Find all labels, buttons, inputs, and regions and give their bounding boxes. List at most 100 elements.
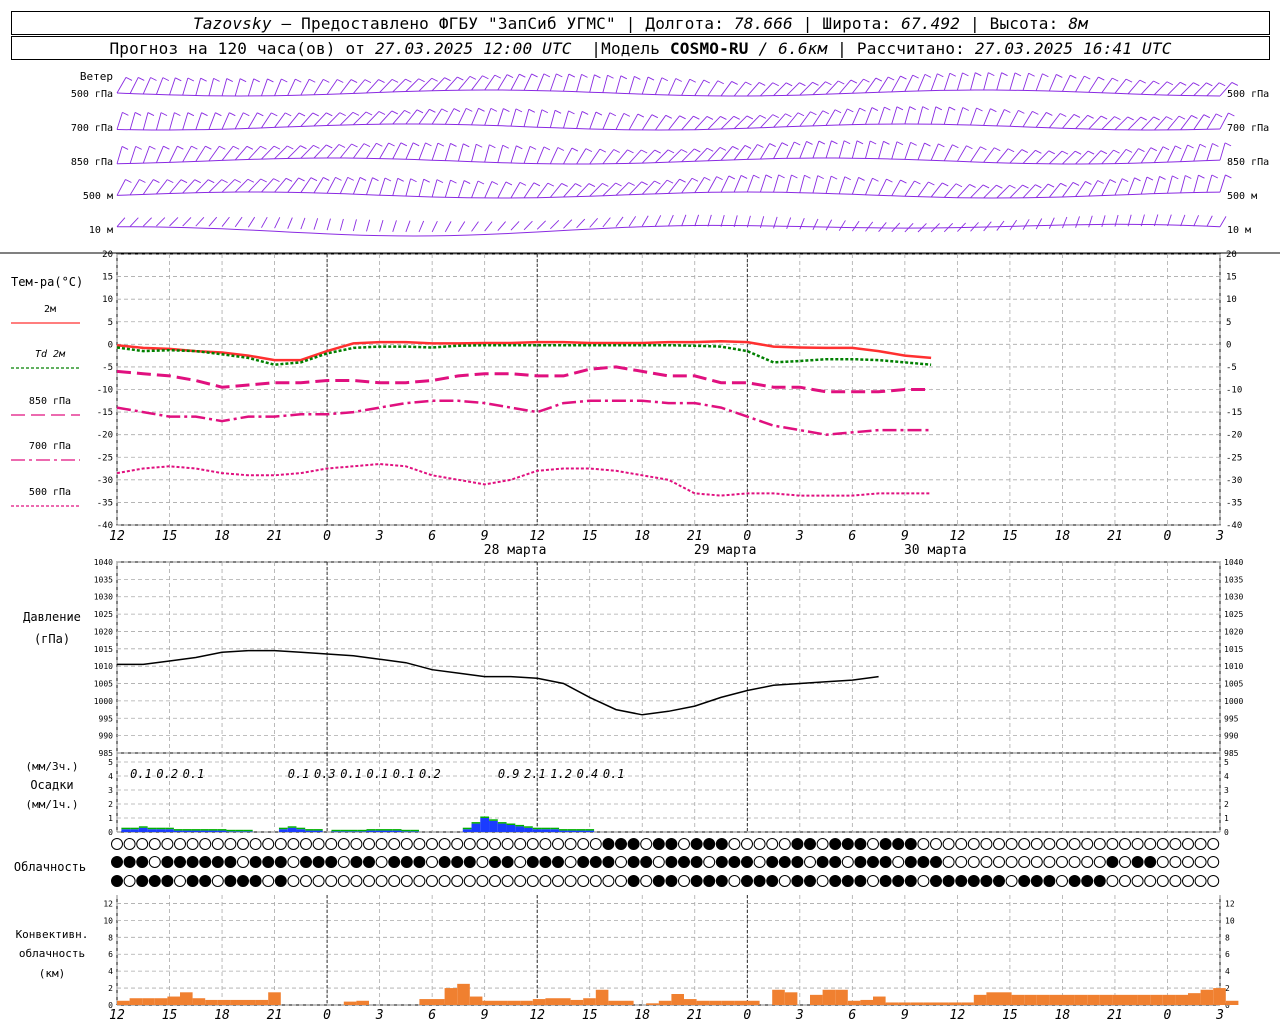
cloud-symbol xyxy=(337,875,350,887)
wind-barb xyxy=(1206,82,1220,97)
wind-barb xyxy=(1022,111,1033,128)
wind-barb xyxy=(457,108,467,125)
wind-barb-flag xyxy=(134,112,142,116)
wind-barb xyxy=(891,179,901,197)
wind-barb-flag xyxy=(205,145,212,150)
cloud-symbol xyxy=(249,875,262,887)
wind-barb-flag xyxy=(494,74,501,79)
wind-barb xyxy=(458,76,471,91)
precip-bar xyxy=(567,830,577,832)
conv-tick-right: 12 xyxy=(1225,899,1235,908)
wind-barb xyxy=(707,116,721,130)
cloud-symbol xyxy=(526,838,539,850)
wind-barb-flag xyxy=(1211,174,1219,179)
time-tick-label: 3 xyxy=(795,529,804,544)
cloud-symbol xyxy=(627,838,640,850)
wind-barb xyxy=(983,221,992,232)
cloud-symbol xyxy=(1131,856,1144,868)
wind-barb-flag xyxy=(856,140,864,145)
cloud-symbol xyxy=(451,856,464,868)
wind-barb xyxy=(576,111,583,129)
wind-barb xyxy=(799,111,811,127)
wind-barb xyxy=(1022,219,1030,230)
wind-barb xyxy=(615,149,628,164)
cloud-symbol xyxy=(1093,875,1106,887)
cloud-symbol xyxy=(337,856,350,868)
pressure-tick-right: 1020 xyxy=(1224,627,1243,636)
wind-barb xyxy=(1193,114,1205,130)
wind-barb-flag xyxy=(400,142,408,147)
wind-barb xyxy=(1022,184,1036,199)
cloud-symbol xyxy=(602,875,615,887)
conv-bar xyxy=(356,1000,369,1005)
wind-barb-flag xyxy=(720,116,727,120)
wind-barb-flag xyxy=(1028,72,1035,77)
wind-barb xyxy=(1101,179,1111,196)
wind-barb-flag xyxy=(838,80,845,85)
cloud-symbol xyxy=(514,856,527,868)
bottom-time-tick-label: 0 xyxy=(323,1008,331,1022)
wind-barb-flag xyxy=(834,109,842,114)
wind-barb-flag xyxy=(180,179,188,184)
conv-bar xyxy=(608,1000,621,1005)
wind-barb-flag xyxy=(543,73,551,78)
wind-barb-flag xyxy=(594,74,601,79)
wind-barb xyxy=(891,141,898,160)
conv-bar xyxy=(885,1002,899,1005)
wind-barb xyxy=(1075,115,1088,129)
separator: | xyxy=(969,13,980,33)
wind-barb-flag xyxy=(740,175,748,179)
cloud-symbol xyxy=(451,838,464,850)
wind-barb xyxy=(1048,183,1061,198)
cloud-symbol xyxy=(816,856,829,868)
wind-barb-flag xyxy=(924,142,931,147)
wind-barb-flag xyxy=(273,145,281,150)
conv-bar xyxy=(747,1000,760,1005)
wind-barb xyxy=(694,177,705,193)
wind-barb-flag xyxy=(174,112,181,117)
cloud-symbol xyxy=(287,875,300,887)
wind-barb xyxy=(1153,214,1159,227)
wind-barb xyxy=(444,143,451,161)
wind-barb xyxy=(326,112,341,126)
wind-barb xyxy=(865,178,873,195)
wind-barb xyxy=(221,112,230,130)
panel-label-precip: (мм/3ч.) xyxy=(26,760,79,773)
wind-barb xyxy=(431,220,438,233)
wind-barb xyxy=(957,184,970,198)
pressure-tick-right: 1025 xyxy=(1224,610,1243,619)
cloud-symbol xyxy=(1119,838,1131,850)
wind-barb-flag xyxy=(949,72,956,77)
temp-tick-left: 0 xyxy=(108,340,113,350)
wind-barb xyxy=(641,180,655,195)
wind-barb xyxy=(720,146,733,161)
wind-barb xyxy=(339,143,352,159)
pressure-tick-left: 1010 xyxy=(94,662,113,671)
pressure-tick-left: 1005 xyxy=(94,680,113,689)
wind-barb-flag xyxy=(519,73,526,78)
wind-barb-flag xyxy=(516,145,523,150)
wind-barb xyxy=(825,140,832,159)
wind-barb xyxy=(1140,214,1145,227)
wind-barb-flag xyxy=(1087,114,1094,119)
cloud-symbol xyxy=(728,856,741,868)
cloud-symbol xyxy=(337,838,350,850)
wind-barb xyxy=(261,145,275,160)
conv-bar xyxy=(495,1000,508,1005)
wind-barb xyxy=(392,78,406,93)
cloud-symbol xyxy=(274,838,287,850)
conv-tick-right: 2 xyxy=(1225,984,1230,993)
day-label: 29 марта xyxy=(694,543,757,558)
cloud-symbol xyxy=(955,856,968,868)
precip-bar-top xyxy=(497,822,507,824)
conv-bar xyxy=(860,999,873,1005)
wind-barb xyxy=(746,144,758,160)
temp-frame xyxy=(116,253,1221,526)
conv-bar xyxy=(973,994,987,1005)
wind-barb-flag xyxy=(229,112,236,117)
wind-barb-flag xyxy=(519,181,527,186)
wind-line xyxy=(116,89,1221,97)
precip-bar-top xyxy=(200,829,209,831)
conv-bar xyxy=(469,996,483,1005)
cloud-symbol xyxy=(854,838,867,850)
